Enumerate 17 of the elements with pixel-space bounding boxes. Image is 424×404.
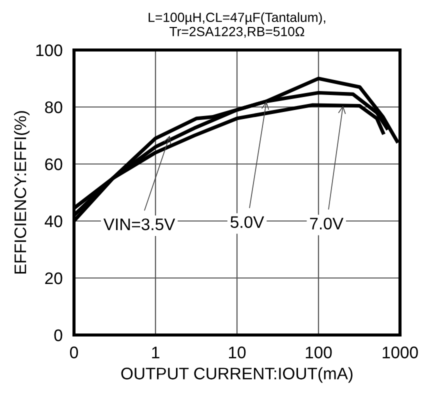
x-tick-label: 100	[306, 346, 332, 358]
y-tick-label: 20	[45, 272, 62, 284]
y-tick-label: 40	[44, 215, 62, 228]
x-axis-title: OUTPUT CURRENT:IOUT(mA)	[121, 367, 352, 383]
y-tick-label: 100	[36, 44, 62, 56]
x-tick-label: 0	[70, 346, 78, 358]
y-tick-label: 0	[54, 329, 62, 342]
annotation: VIN=3.5V	[103, 218, 176, 230]
y-tick-label: 60	[45, 158, 62, 170]
chart-title: L=100µH,CL=47µF(Tantalum), Tr=2SA1223,RB=510Ω	[148, 12, 326, 38]
x-tick-label: 1	[152, 346, 160, 358]
x-tick-label: 10	[229, 346, 246, 358]
y-tick-label: 80	[45, 101, 62, 114]
annotation: 7.0V	[310, 218, 344, 230]
x-tick-label: 1000	[382, 346, 418, 358]
y-axis-title: EFFICIENCY:EFFI(%)	[14, 111, 30, 274]
annotation: 5.0V	[230, 216, 264, 228]
